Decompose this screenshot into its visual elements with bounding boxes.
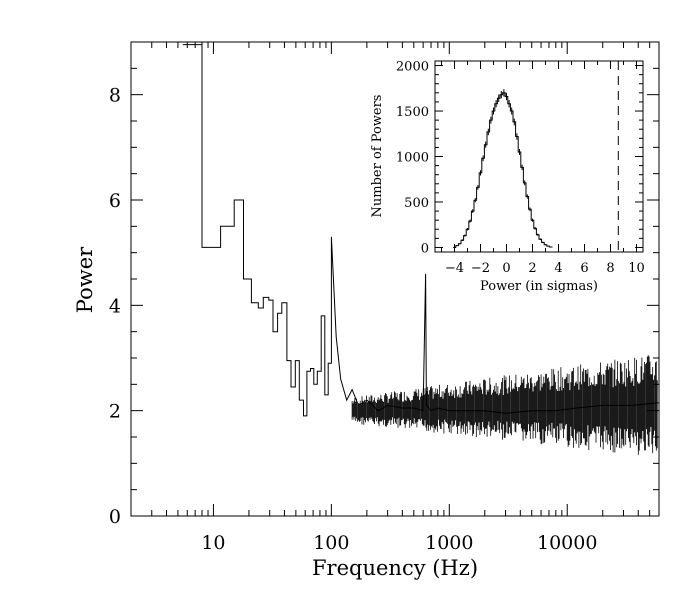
inset-tick-labels: −4 −2 0 2 4 6 8 10 0 500 1000 1500 2000 [396,60,645,276]
y-tick-label: 8 [109,85,121,107]
noise-band-path [351,355,658,455]
inset-x-tick-label: 8 [606,261,614,276]
inset-x-tick-label: −4 [445,261,464,276]
inset-y-axis-title: Number of Powers [370,95,385,218]
y-tick-label: 0 [109,506,121,528]
inset-y-tick-label: 2000 [396,60,429,75]
inset-histogram: −4 −2 0 2 4 6 8 10 0 500 1000 1500 2000 Power (in si… [370,58,646,294]
inset-x-tick-label: 2 [528,261,536,276]
inset-axis-ticks [435,61,643,252]
power-spectrum-line [182,44,660,417]
inset-y-tick-label: 0 [421,241,429,256]
x-tick-label: 100 [313,532,349,554]
inset-x-tick-label: 6 [580,261,588,276]
x-tick-label: 10000 [537,532,597,554]
y-axis-title: Power [73,246,97,313]
y-tick-label: 2 [109,401,121,423]
inset-x-axis-title: Power (in sigmas) [480,279,598,294]
main-axis-ticks [130,41,660,517]
inset-y-tick-label: 1000 [396,151,429,166]
inset-y-tick-label: 500 [404,196,429,211]
inset-x-tick-label: 4 [554,261,562,276]
inset-background [432,58,646,258]
inset-x-tick-label: 0 [502,261,510,276]
y-tick-label: 6 [109,190,121,212]
x-tick-label: 1000 [425,532,473,554]
inset-x-tick-label: −2 [471,261,490,276]
inset-y-tick-label: 1500 [396,105,429,120]
y-tick-label: 4 [109,295,121,317]
x-axis-title: Frequency (Hz) [312,556,478,580]
inset-x-tick-label: 10 [628,261,645,276]
inset-error-bars [456,89,552,248]
x-tick-label: 10 [201,532,225,554]
noise-band [351,355,658,455]
